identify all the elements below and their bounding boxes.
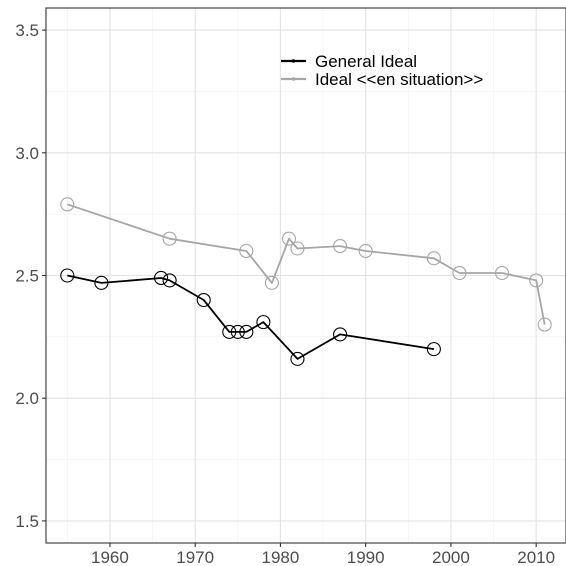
- legend-label: Ideal <<en situation>>: [315, 70, 483, 89]
- y-tick-label: 2.0: [15, 389, 39, 408]
- legend-label: General Ideal: [315, 52, 417, 71]
- x-tick-label: 1990: [347, 548, 385, 566]
- x-tick-label: 1960: [91, 548, 129, 566]
- x-tick-label: 1970: [176, 548, 214, 566]
- x-tick-label: 2010: [517, 548, 555, 566]
- y-tick-label: 3.0: [15, 144, 39, 163]
- x-axis: 1960 1970 1980 1990 2000 2010: [91, 543, 555, 566]
- legend-key-point: [292, 77, 296, 81]
- y-tick-label: 2.5: [15, 267, 39, 286]
- x-tick-label: 2000: [432, 548, 470, 566]
- y-axis: 1.5 2.0 2.5 3.0 3.5: [15, 21, 46, 531]
- y-tick-label: 1.5: [15, 512, 39, 531]
- y-tick-label: 3.5: [15, 21, 39, 40]
- legend-key-point: [292, 59, 296, 63]
- x-tick-label: 1980: [262, 548, 300, 566]
